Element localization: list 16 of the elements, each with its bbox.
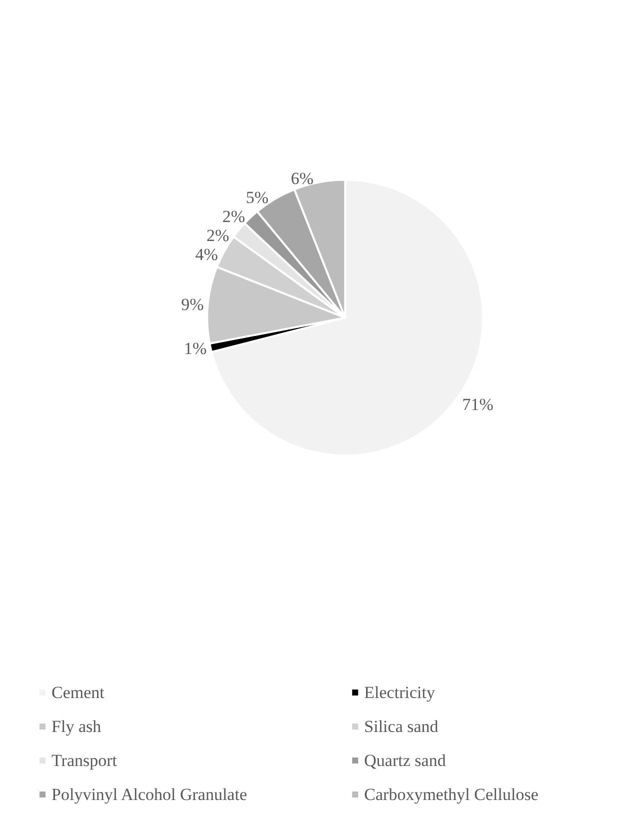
legend-label: Carboxymethyl Cellulose xyxy=(364,785,538,804)
data-label: 2% xyxy=(222,206,246,226)
data-label: 71% xyxy=(462,395,494,414)
data-label: 6% xyxy=(290,168,314,188)
data-label: 9% xyxy=(181,294,204,314)
legend-label: Polyvinyl Alcohol Granulate xyxy=(52,785,248,804)
data-label: 4% xyxy=(195,244,218,264)
legend-label: Cement xyxy=(52,683,105,702)
legend-label: Fly ash xyxy=(52,717,102,736)
data-label: 2% xyxy=(206,226,230,245)
legend-label: Electricity xyxy=(364,683,436,702)
legend-label: Quartz sand xyxy=(364,751,446,770)
legend-label: Silica sand xyxy=(364,717,439,736)
data-label: 5% xyxy=(246,188,269,207)
legend-label: Transport xyxy=(52,751,118,770)
data-label: 1% xyxy=(184,339,207,358)
